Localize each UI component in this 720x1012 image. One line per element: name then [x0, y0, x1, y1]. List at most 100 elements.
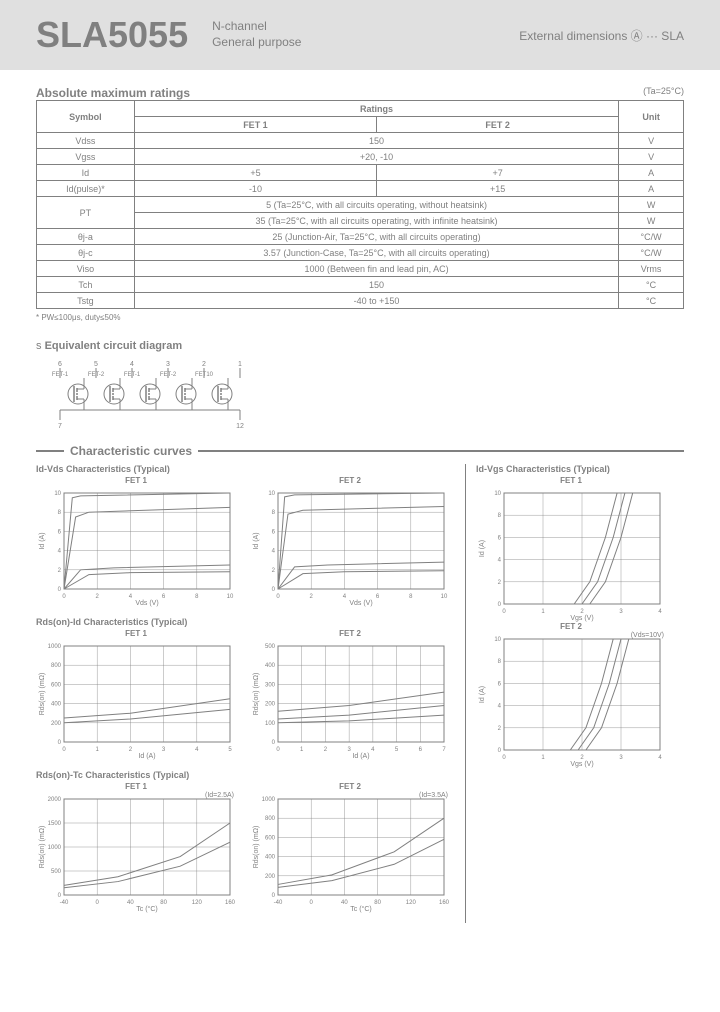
- chart-fet-label: FET 2: [250, 476, 450, 485]
- svg-text:Id (A): Id (A): [479, 686, 486, 703]
- chart-condition: (Id=2.5A): [205, 792, 234, 799]
- curves-right-col: Id-Vgs Characteristics (Typical)FET 1012…: [476, 464, 676, 923]
- ta-note: (Ta=25°C): [643, 86, 684, 96]
- svg-text:80: 80: [160, 900, 167, 906]
- svg-text:5: 5: [395, 747, 399, 753]
- table-row: Vgss+20, -10V: [37, 149, 684, 165]
- svg-text:0: 0: [272, 740, 276, 746]
- svg-text:10: 10: [494, 491, 501, 497]
- svg-text:1: 1: [96, 747, 100, 753]
- external-dimensions: External dimensions Ⓐ ··· SLA: [519, 27, 684, 44]
- cell-value: 150: [134, 133, 618, 149]
- chart: FET 101234502004006008001000Id (A)Rds(on…: [36, 629, 236, 760]
- cell-value: 25 (Junction-Air, Ta=25°C, with all circ…: [134, 229, 618, 245]
- svg-text:3: 3: [619, 755, 623, 761]
- cell-symbol: θj-a: [37, 229, 135, 245]
- svg-text:4: 4: [658, 609, 662, 615]
- svg-text:40: 40: [341, 900, 348, 906]
- svg-text:1: 1: [300, 747, 304, 753]
- th-fet2: FET 2: [377, 117, 619, 133]
- svg-text:4: 4: [498, 558, 502, 564]
- svg-text:200: 200: [51, 721, 62, 727]
- svg-text:300: 300: [265, 682, 276, 688]
- svg-text:6: 6: [58, 529, 62, 535]
- svg-text:6: 6: [272, 529, 276, 535]
- cell-symbol: Id(pulse)*: [37, 181, 135, 197]
- cell-symbol: Vgss: [37, 149, 135, 165]
- svg-text:1500: 1500: [48, 821, 62, 827]
- svg-text:8: 8: [272, 510, 276, 516]
- chart-fet-label: FET 1: [36, 782, 236, 791]
- chart: FET 202468100246810Vds (V)Id (A): [250, 476, 450, 607]
- svg-text:0: 0: [276, 747, 280, 753]
- svg-text:0: 0: [62, 747, 66, 753]
- svg-text:2: 2: [310, 594, 314, 600]
- svg-text:6: 6: [58, 361, 62, 368]
- svg-text:4: 4: [498, 704, 502, 710]
- subtitle: N-channel General purpose: [212, 19, 519, 50]
- svg-text:2: 2: [129, 747, 133, 753]
- cell-unit: °C: [619, 293, 684, 309]
- svg-text:0: 0: [310, 900, 314, 906]
- subtitle-line2: General purpose: [212, 35, 519, 51]
- curves-title: Characteristic curves: [70, 444, 192, 458]
- table-row: θj-c3.57 (Junction-Case, Ta=25°C, with a…: [37, 245, 684, 261]
- svg-text:1: 1: [238, 361, 242, 368]
- cell-unit: V: [619, 149, 684, 165]
- svg-text:3: 3: [347, 747, 351, 753]
- table-row: Vdss150V: [37, 133, 684, 149]
- table-row: θj-a25 (Junction-Air, Ta=25°C, with all …: [37, 229, 684, 245]
- svg-text:FET-1: FET-1: [52, 372, 69, 378]
- cell-symbol: Tch: [37, 277, 135, 293]
- svg-text:4: 4: [272, 549, 276, 555]
- svg-text:100: 100: [265, 721, 276, 727]
- svg-text:0: 0: [276, 594, 280, 600]
- svg-text:0: 0: [502, 609, 506, 615]
- svg-text:8: 8: [498, 659, 502, 665]
- curves-header: Characteristic curves: [36, 444, 684, 458]
- cell-unit: V: [619, 133, 684, 149]
- table-row: PT5 (Ta=25°C, with all circuits operatin…: [37, 197, 684, 213]
- table-row: 35 (Ta=25°C, with all circuits operating…: [37, 213, 684, 229]
- chart-row: FET 102468100246810Vds (V)Id (A)FET 2024…: [36, 476, 455, 607]
- cell-unit: A: [619, 165, 684, 181]
- cell-symbol: Id: [37, 165, 135, 181]
- svg-text:2: 2: [272, 568, 276, 574]
- svg-text:Rds(on) (mΩ): Rds(on) (mΩ): [39, 826, 46, 869]
- cell-unit: °C/W: [619, 245, 684, 261]
- svg-text:3: 3: [166, 361, 170, 368]
- chart-fet-label: FET 2: [250, 629, 450, 638]
- chart-row: FET 1012340246810Vgs (V)Id (A): [476, 476, 676, 622]
- svg-text:Vgs (V): Vgs (V): [570, 761, 593, 768]
- svg-text:0: 0: [272, 587, 276, 593]
- cell-fet1: +5: [134, 165, 376, 181]
- cell-unit: W: [619, 213, 684, 229]
- svg-text:6: 6: [162, 594, 166, 600]
- svg-text:1: 1: [541, 609, 545, 615]
- svg-text:4: 4: [130, 361, 134, 368]
- svg-text:4: 4: [343, 594, 347, 600]
- svg-text:400: 400: [265, 855, 276, 861]
- cell-unit: °C: [619, 277, 684, 293]
- chart-block: Rds(on)-Tc Characteristics (Typical)FET …: [36, 770, 455, 913]
- svg-text:160: 160: [225, 900, 236, 906]
- cell-value: 35 (Ta=25°C, with all circuits operating…: [134, 213, 618, 229]
- chart-block-title: Rds(on)-Id Characteristics (Typical): [36, 617, 455, 627]
- ratings-footnote: * PW≤100μs, duty≤50%: [36, 313, 684, 322]
- subtitle-line1: N-channel: [212, 19, 519, 35]
- chart-block: Id-Vds Characteristics (Typical)FET 1024…: [36, 464, 455, 607]
- svg-text:4: 4: [658, 755, 662, 761]
- svg-text:0: 0: [58, 587, 62, 593]
- svg-text:0: 0: [58, 740, 62, 746]
- svg-text:8: 8: [195, 594, 199, 600]
- svg-text:400: 400: [51, 702, 62, 708]
- header: SLA5055 N-channel General purpose Extern…: [0, 0, 720, 70]
- svg-text:120: 120: [192, 900, 203, 906]
- svg-text:5: 5: [94, 361, 98, 368]
- chart-row: FET 101234502004006008001000Id (A)Rds(on…: [36, 629, 455, 760]
- svg-text:6: 6: [376, 594, 380, 600]
- cell-symbol: PT: [37, 197, 135, 229]
- cell-unit: °C/W: [619, 229, 684, 245]
- svg-text:6: 6: [498, 535, 502, 541]
- svg-text:Rds(on) (mΩ): Rds(on) (mΩ): [253, 673, 260, 716]
